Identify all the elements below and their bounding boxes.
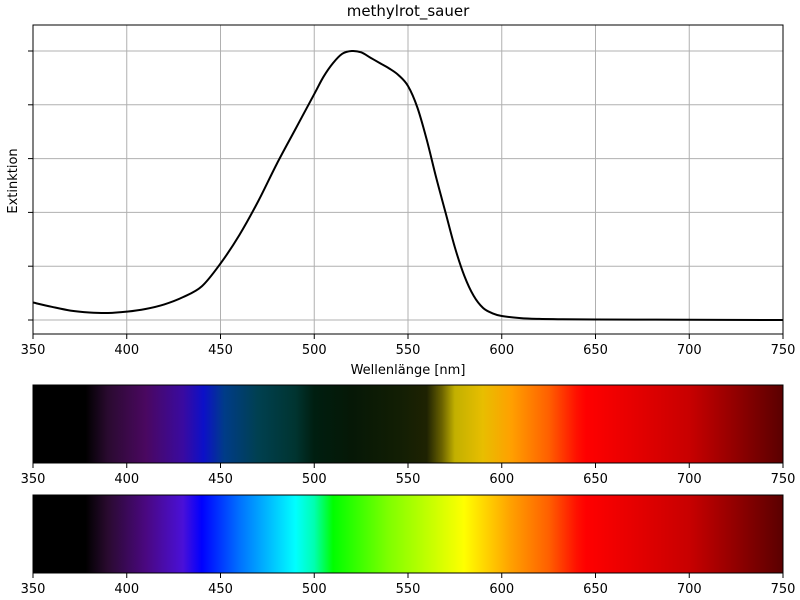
absorbed-spectrum-x-tick-label: 650 — [583, 472, 608, 487]
x-tick-label: 650 — [583, 343, 608, 358]
absorbed-spectrum-x-tick-label: 750 — [771, 472, 796, 487]
visible-spectrum-x-tick-label: 400 — [114, 582, 139, 597]
visible-spectrum-x-tick-label: 750 — [771, 582, 796, 597]
absorbed-spectrum-x-tick-label: 550 — [396, 472, 421, 487]
absorbed-spectrum-x-tick-label: 700 — [677, 472, 702, 487]
x-tick-label: 600 — [489, 343, 514, 358]
visible-spectrum-bar — [32, 494, 784, 574]
visible-spectrum-x-tick-label: 500 — [302, 582, 327, 597]
x-tick-label: 750 — [771, 343, 796, 358]
visible-spectrum-x-axis: 350 400 450 500 550 600 650 700 750 — [21, 573, 796, 597]
x-tick-label: 400 — [114, 343, 139, 358]
absorbed-spectrum-x-tick-label: 400 — [114, 472, 139, 487]
main-x-axis: 350 400 450 500 550 600 650 700 750 — [21, 334, 796, 358]
y-axis-label: Extinktion — [6, 148, 21, 213]
absorbed-spectrum-x-tick-label: 600 — [489, 472, 514, 487]
visible-spectrum-x-tick-label: 700 — [677, 582, 702, 597]
visible-spectrum-x-tick-label: 650 — [583, 582, 608, 597]
x-tick-label: 700 — [677, 343, 702, 358]
visible-spectrum-x-tick-label: 450 — [208, 582, 233, 597]
absorbed-spectrum-bar — [32, 384, 784, 464]
absorbed-spectrum-x-tick-label: 350 — [21, 472, 46, 487]
visible-spectrum-x-tick-label: 600 — [489, 582, 514, 597]
absorbed-spectrum-x-tick-label: 500 — [302, 472, 327, 487]
visible-spectrum-x-tick-label: 550 — [396, 582, 421, 597]
x-axis-label: Wellenlänge [nm] — [351, 363, 466, 378]
main-y-axis — [28, 50, 33, 321]
x-tick-label: 500 — [302, 343, 327, 358]
chart-title: methylrot_sauer — [347, 2, 470, 21]
x-tick-label: 450 — [208, 343, 233, 358]
main-grid — [32, 25, 784, 334]
visible-spectrum-x-tick-label: 350 — [21, 582, 46, 597]
x-tick-label: 550 — [396, 343, 421, 358]
extinction-curve — [33, 49, 783, 321]
absorbed-spectrum-x-axis: 350 400 450 500 550 600 650 700 750 — [21, 463, 796, 487]
x-tick-label: 350 — [21, 343, 46, 358]
absorbed-spectrum-x-tick-label: 450 — [208, 472, 233, 487]
